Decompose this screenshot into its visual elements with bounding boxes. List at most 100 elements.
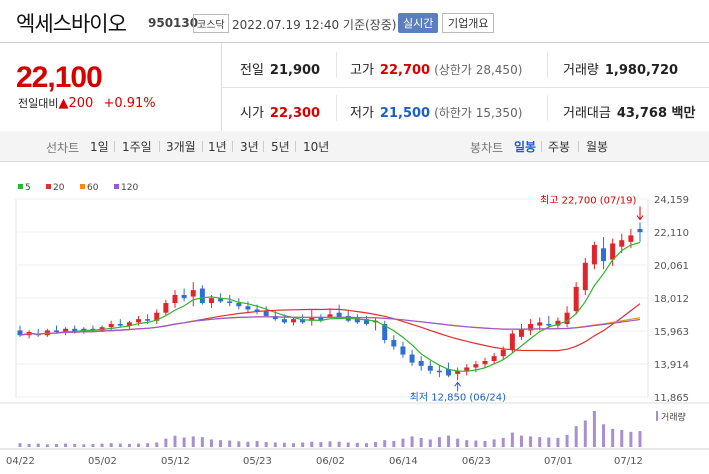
volume-bar	[182, 437, 186, 447]
candle-body	[518, 328, 524, 337]
candle-body	[601, 248, 607, 262]
divider	[221, 87, 709, 88]
volume-bar	[437, 437, 441, 447]
candle-body	[136, 319, 142, 323]
candle-body	[263, 311, 269, 316]
stock-header: 엑세스바이오 950130 코스닥 2022.07.19 12:40 기준(장중…	[0, 0, 709, 42]
volume-bar	[100, 443, 104, 447]
price-change: 전일대비▲200 +0.91%	[18, 95, 156, 111]
volume-bar	[392, 440, 396, 447]
volume-bar	[264, 442, 268, 447]
volume-bar	[228, 440, 232, 447]
volume-bar	[155, 442, 159, 447]
volume-bar	[146, 443, 150, 447]
candle-body	[17, 330, 23, 336]
candle-body	[610, 243, 616, 260]
low-stat: 저가 21,500 (하한가 15,350)	[350, 106, 523, 121]
min-arrow-icon	[454, 381, 462, 392]
ma-line-120	[19, 316, 641, 336]
max-price-annotation: 최고 22,700 (07/19)	[540, 194, 636, 206]
volume-bar	[246, 441, 250, 447]
volume-bar	[200, 437, 204, 447]
period-5y[interactable]: 5년	[271, 140, 290, 154]
volume-bar	[191, 436, 195, 447]
volume-bar	[447, 435, 451, 447]
period-1w[interactable]: 1주일	[122, 140, 152, 154]
candle-body	[300, 319, 306, 323]
legend-swatch	[46, 184, 51, 189]
candle-body	[500, 349, 506, 357]
change-label: 전일대비	[18, 97, 59, 110]
volume-bar	[410, 436, 414, 447]
volume-bar	[319, 442, 323, 447]
volume-bar	[82, 444, 86, 447]
period-1d[interactable]: 1일	[90, 140, 109, 154]
volume-bar	[529, 436, 533, 447]
y-tick-label: 15,963	[654, 327, 689, 338]
volume-bar	[209, 439, 213, 447]
up-arrow-icon: ▲	[58, 96, 69, 111]
volume-bar	[127, 443, 131, 447]
volume-bar	[45, 444, 49, 447]
candle-body	[309, 317, 315, 321]
volume-bar	[611, 428, 615, 447]
volume-bar	[27, 443, 31, 447]
candle-body	[400, 346, 406, 355]
volume-bar	[519, 435, 523, 447]
y-tick-label: 24,159	[654, 195, 689, 206]
candle-body	[628, 235, 634, 242]
volume-bar	[164, 438, 168, 447]
candle-body	[327, 314, 333, 318]
candle-body	[382, 323, 388, 341]
candle-body	[354, 317, 360, 323]
candle-body	[181, 294, 187, 299]
volume-bar	[428, 439, 432, 447]
candle-body	[126, 322, 132, 326]
candle-body	[436, 370, 442, 373]
price-chart: 5 20 60 120 24,159 22,110 20,061 18,012 15,963 13…	[0, 183, 709, 467]
volume-bar	[638, 431, 642, 447]
candle-body	[199, 288, 205, 304]
candle-body	[336, 312, 342, 318]
volume-bar	[383, 440, 387, 447]
period-3y[interactable]: 3년	[240, 140, 259, 154]
y-tick-label: 11,865	[654, 393, 689, 404]
candle-body	[318, 317, 324, 321]
volume-bar	[337, 441, 341, 447]
volume-bar	[583, 420, 587, 447]
candle-body	[427, 365, 433, 371]
candle-body	[409, 354, 415, 363]
candle-monthly[interactable]: 월봉	[586, 140, 609, 154]
realtime-button[interactable]: 실시간	[398, 13, 439, 33]
period-3m[interactable]: 3개월	[166, 140, 196, 154]
period-10y[interactable]: 10년	[303, 140, 330, 154]
candle-body	[172, 294, 178, 304]
candle-daily[interactable]: 일봉	[514, 140, 537, 154]
volume-bar	[629, 431, 633, 447]
x-tick-label: 07/01	[544, 456, 573, 467]
candle-body	[482, 361, 488, 365]
candle-body	[591, 245, 597, 265]
high-stat: 고가 22,700 (상한가 28,450)	[350, 63, 523, 78]
y-tick-label: 22,110	[654, 228, 689, 239]
volume-bar	[364, 443, 368, 447]
company-info-button[interactable]: 기업개요	[442, 13, 495, 33]
legend-swatch	[114, 184, 119, 189]
period-1y[interactable]: 1년	[208, 140, 227, 154]
volume-bar	[118, 443, 122, 447]
y-tick-label: 18,012	[654, 294, 689, 305]
candle-chart-label: 봉차트	[470, 141, 504, 155]
volume-bar	[64, 443, 68, 447]
volume-bar	[492, 439, 496, 447]
candle-weekly[interactable]: 주봉	[548, 140, 571, 154]
volume-bar	[237, 441, 241, 447]
candle-body	[291, 319, 297, 323]
volume-bar	[292, 443, 296, 447]
current-price: 22,100	[16, 61, 103, 94]
candle-body	[281, 319, 287, 323]
volume-bar	[374, 442, 378, 447]
candle-body	[163, 303, 169, 313]
volume-bar	[73, 443, 77, 447]
x-tick-label: 07/12	[614, 456, 643, 467]
volume-bar	[36, 443, 40, 447]
